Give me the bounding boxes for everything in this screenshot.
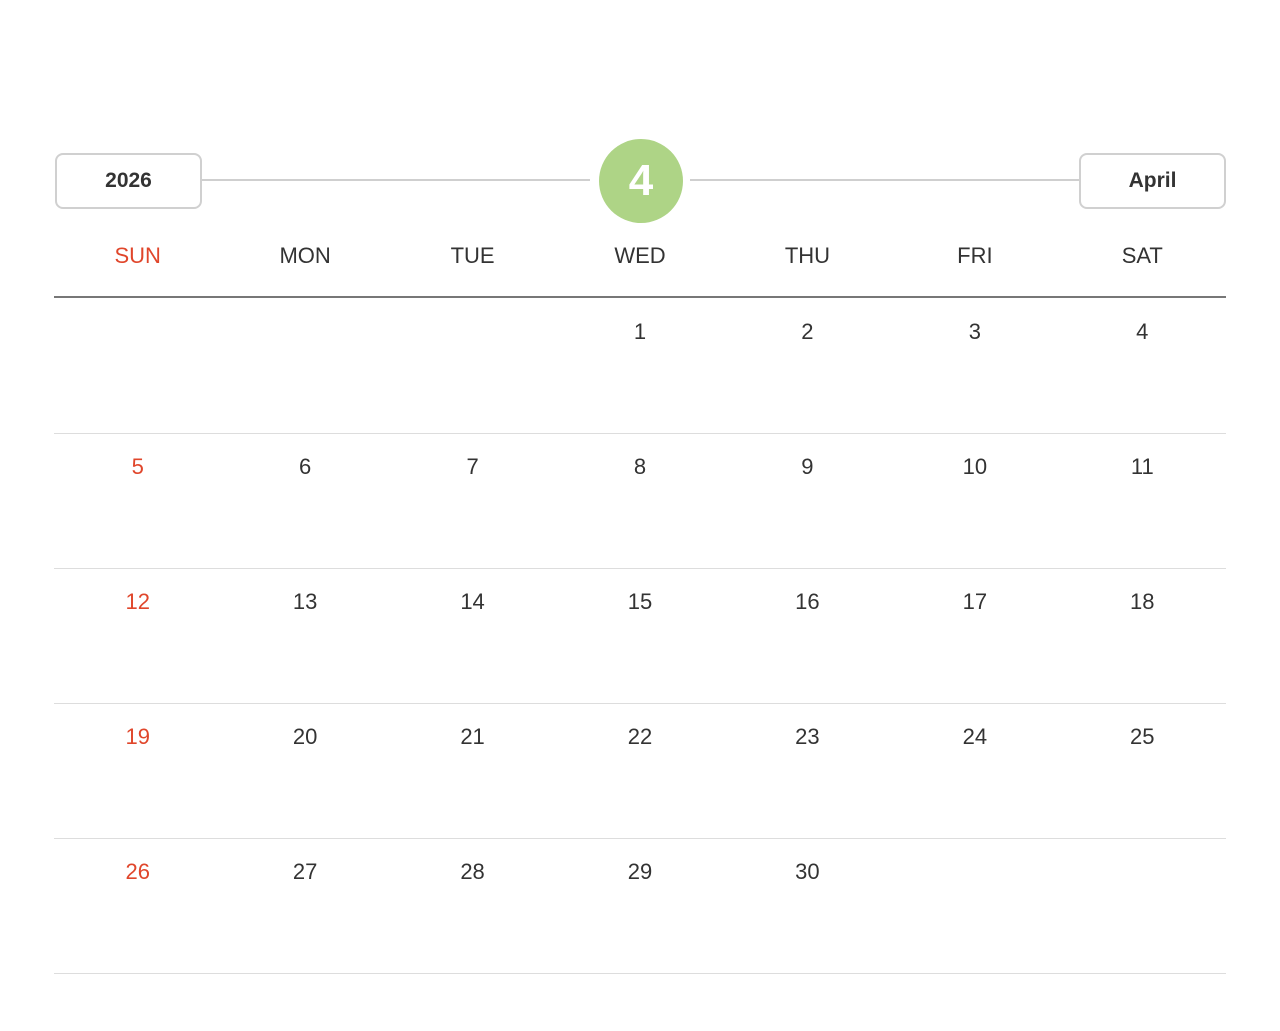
week-row: 5 6 7 8 9 10 11 xyxy=(54,433,1226,569)
day-cell[interactable]: 6 xyxy=(299,454,312,479)
weekday-tue: TUE xyxy=(450,243,495,268)
day-cell[interactable]: 7 xyxy=(466,454,479,479)
weekday-header: SUN MON TUE WED THU FRI SAT xyxy=(54,236,1226,276)
weekday-sun: SUN xyxy=(114,243,161,268)
day-cell[interactable]: 20 xyxy=(292,724,318,749)
day-cell[interactable]: 3 xyxy=(968,319,981,344)
day-cell[interactable]: 28 xyxy=(460,859,485,884)
month-number-badge: 4 xyxy=(599,139,683,223)
week-row: 12 13 14 15 16 17 18 xyxy=(54,568,1226,704)
empty-cell xyxy=(54,298,221,433)
header-line-right xyxy=(690,179,1080,181)
day-cell[interactable]: 5 xyxy=(131,454,144,479)
day-cell[interactable]: 16 xyxy=(795,589,820,614)
day-cell[interactable]: 22 xyxy=(627,724,653,749)
empty-cell xyxy=(389,298,556,433)
day-cell[interactable]: 14 xyxy=(460,589,485,614)
day-cell[interactable]: 27 xyxy=(292,859,318,884)
day-cell[interactable]: 19 xyxy=(125,724,150,749)
week-row: 26 27 28 29 30 xyxy=(54,838,1226,974)
day-cell[interactable]: 11 xyxy=(1130,454,1154,479)
day-cell[interactable]: 23 xyxy=(795,724,820,749)
weekday-sat: SAT xyxy=(1121,243,1163,268)
day-cell[interactable]: 25 xyxy=(1130,724,1155,749)
header-divider xyxy=(54,296,1226,298)
day-cell[interactable]: 4 xyxy=(1136,319,1149,344)
day-cell[interactable]: 29 xyxy=(627,859,653,884)
weekday-mon: MON xyxy=(279,243,331,268)
week-row: 19 20 21 22 23 24 25 xyxy=(54,703,1226,839)
day-cell[interactable]: 9 xyxy=(801,454,814,479)
day-cell[interactable]: 2 xyxy=(801,319,814,344)
day-cell[interactable]: 15 xyxy=(627,589,653,614)
day-cell[interactable]: 17 xyxy=(962,589,988,614)
day-cell[interactable]: 18 xyxy=(1130,589,1155,614)
empty-cell xyxy=(891,838,1058,973)
empty-cell xyxy=(221,298,388,433)
weekday-wed: WED xyxy=(614,243,666,268)
year-box[interactable]: 2026 xyxy=(55,153,202,209)
weekday-thu: THU xyxy=(784,243,831,268)
day-cell[interactable]: 24 xyxy=(962,724,988,749)
empty-cell xyxy=(1059,838,1226,973)
day-cell[interactable]: 8 xyxy=(633,454,647,479)
day-cell[interactable]: 30 xyxy=(795,859,820,884)
month-name-box[interactable]: April xyxy=(1079,153,1226,209)
weekday-fri: FRI xyxy=(957,243,993,268)
day-cell[interactable]: 13 xyxy=(292,589,318,614)
day-cell[interactable]: 21 xyxy=(460,724,485,749)
day-cell[interactable]: 10 xyxy=(962,454,988,479)
week-row: 1 2 3 4 xyxy=(54,298,1226,434)
day-cell[interactable]: 26 xyxy=(125,859,150,884)
day-cell[interactable]: 12 xyxy=(125,589,150,614)
header-line-left xyxy=(200,179,590,181)
day-cell[interactable]: 1 xyxy=(633,319,647,344)
